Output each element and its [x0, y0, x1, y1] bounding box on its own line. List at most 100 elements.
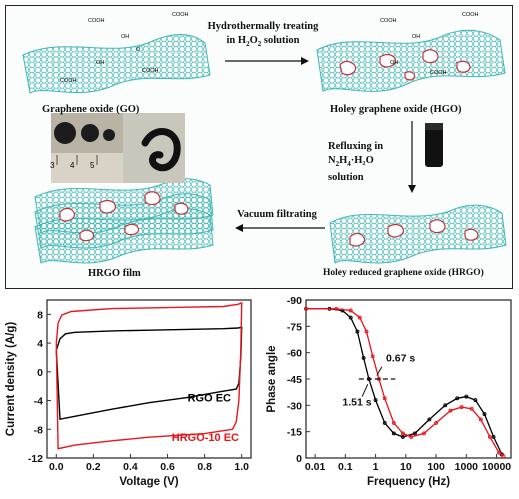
cv-x-tick-label: 0.8: [197, 461, 212, 473]
phase-data-point: [361, 355, 366, 360]
step-refluxing-line2: N2H4·H₂O solution: [328, 155, 374, 184]
group-label-cooh: COOH: [380, 18, 397, 24]
cv-x-tick-label: 0.6: [160, 461, 175, 473]
phase-data-point: [491, 434, 496, 439]
phase-data-point: [422, 431, 426, 436]
phase-y-tick-label: -60: [287, 348, 302, 360]
vial-photo: [425, 123, 443, 167]
phase-y-tick-label: -90: [287, 295, 302, 307]
step-hydrothermal: Hydrothermally treating in H2O2 solution: [205, 20, 321, 51]
phase-x-tick-label: 100: [427, 461, 445, 473]
phase-data-point: [501, 454, 506, 459]
phase-data-point: [400, 434, 405, 439]
label-holey-reduced-graphene-oxide: Holey reduced graphene oxide (HRGO): [323, 268, 484, 278]
phase-data-point: [434, 420, 439, 425]
phase-annotation: 0.67 s: [386, 352, 415, 364]
film-photo: [51, 113, 185, 183]
phase-x-tick-label: 10000: [482, 461, 511, 473]
phase-data-point: [464, 394, 469, 399]
phase-data-point: [443, 403, 448, 408]
hrgo-sheet: [329, 204, 507, 264]
phase-x-tick-label: 1000: [455, 461, 479, 473]
schematic-drawing: [22, 29, 507, 264]
step-hydrothermal-line1: Hydrothermally treating: [207, 21, 319, 32]
phase-x-axis-label: Frequency (Hz): [367, 476, 450, 488]
phase-data-point: [473, 398, 478, 403]
group-label-cooh: COOH: [462, 12, 479, 18]
phase-data-point: [391, 431, 396, 436]
group-label-cooh: COOH: [88, 18, 105, 24]
cv-y-tick-label: -8: [34, 424, 43, 436]
cv-y-axis-label: Current density (A/g): [5, 322, 17, 437]
phase-y-tick-label: -30: [287, 400, 302, 412]
cv-series-line: [55, 301, 243, 450]
phase-x-tick-label: 0.01: [305, 461, 326, 473]
group-label-cooh: COOH: [172, 12, 189, 18]
phase-data-point: [478, 417, 483, 422]
group-label-oh: OH: [121, 34, 130, 40]
cv-legend-entry: RGO EC: [188, 392, 231, 404]
arrow-hrgo-to-film: [235, 224, 325, 232]
ruler-tick-label: 5: [90, 161, 95, 170]
phase-data-point: [448, 408, 453, 413]
phase-y-tick-label: -75: [287, 321, 302, 333]
phase-data-point: [487, 434, 492, 439]
phase-data-point: [348, 308, 353, 313]
ruler-tick-label: 4: [70, 161, 75, 170]
phase-data-point: [412, 431, 417, 436]
label-holey-graphene-oxide: Holey graphene oxide (HGO): [330, 104, 462, 115]
phase-data-point: [497, 450, 501, 455]
phase-y-tick-label: 0: [296, 453, 302, 465]
cv-y-tick-label: 4: [37, 338, 43, 350]
phase-data-point: [469, 406, 474, 411]
cv-y-tick-label: 8: [37, 309, 43, 321]
group-label-o: O: [136, 47, 141, 53]
phase-y-axis-label: Phase angle: [266, 345, 278, 412]
phase-y-tick-label: -45: [287, 374, 302, 386]
phase-data-point: [304, 306, 308, 311]
phase-data-point: [482, 412, 487, 417]
cv-y-tick-label: -4: [34, 396, 43, 408]
cv-legend-entry: HRGO-10 EC: [172, 432, 239, 444]
phase-data-point: [459, 405, 464, 410]
phase-data-point: [364, 329, 369, 334]
phase-annotation-pointer: [376, 366, 383, 376]
cv-x-axis-label: Voltage (V): [119, 476, 178, 488]
cv-chart: 0.0 0.2 0.4 0.6 0.8 1.0 -12 -8 -4 0 4 8 Voltage (V) C…: [5, 299, 252, 488]
phase-data-point: [348, 315, 353, 320]
cv-x-tick-label: 0.4: [123, 461, 138, 473]
phase-data-point: [357, 315, 362, 320]
step-hydrothermal-line2: in H2O2 solution: [226, 35, 300, 49]
cv-x-tick-label: 1.0: [234, 461, 249, 473]
go-sheet: [22, 33, 211, 94]
phase-plot-frame: [305, 299, 512, 459]
phase-angle-chart: 0.01 0.1 1 10 100 1000 10000 0 -15 -30 -45 -60 -75 -9…: [266, 295, 512, 488]
hrgo-film-stack: [34, 178, 214, 264]
step-refluxing: Refluxing in N2H4·H₂O solution: [328, 140, 408, 185]
group-label-oh: OH: [412, 34, 421, 40]
group-label-oh: OH: [96, 60, 105, 66]
phase-y-tick-label: -15: [287, 427, 302, 439]
phase-annotation-pointer: [361, 384, 369, 397]
phase-data-point: [370, 354, 375, 359]
phase-x-tick-label: 0.1: [338, 461, 353, 473]
phase-data-point: [455, 396, 460, 401]
label-graphene-oxide: Graphene oxide (GO): [42, 104, 140, 115]
phase-data-point: [382, 396, 387, 401]
phase-data-point: [334, 306, 339, 311]
step-vacuum-filtrating: Vacuum filtrating: [237, 209, 317, 220]
group-label-oh: OH: [390, 60, 399, 66]
group-label-cooh: COOH: [430, 70, 447, 76]
step-refluxing-line1: Refluxing in: [328, 141, 384, 152]
phase-data-point: [409, 434, 414, 439]
phase-x-tick-label: 1: [373, 461, 379, 473]
phase-data-point: [391, 420, 396, 425]
group-label-cooh: COOH: [60, 78, 77, 84]
phase-data-point: [373, 398, 378, 403]
cv-x-tick-label: 0.0: [49, 461, 64, 473]
arrow-hgo-to-hrgo: [408, 121, 416, 193]
cv-y-tick-label: -12: [28, 453, 43, 465]
label-hrgo-film: HRGO film: [88, 268, 141, 279]
phase-annotation: 1.51 s: [342, 396, 371, 408]
ruler-tick-label: 3: [50, 161, 55, 170]
